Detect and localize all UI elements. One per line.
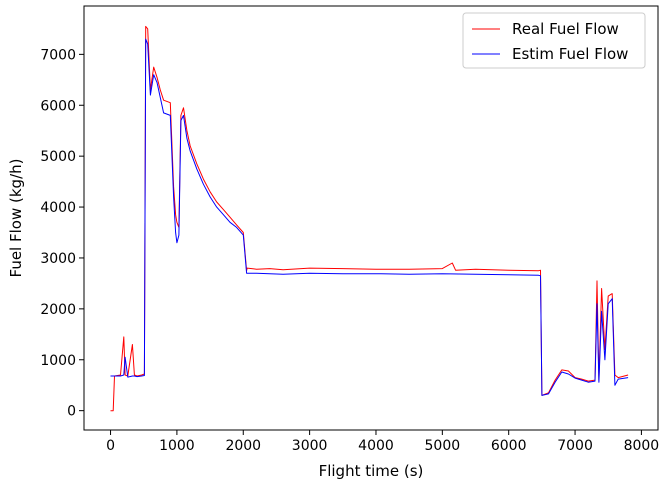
x-axis-ticks: 0 1000 2000 3000 4000 5000 6000 7000 8000	[106, 430, 659, 454]
y-axis-ticks: 0 1000 2000 3000 4000 5000 6000 7000	[40, 47, 84, 420]
x-tick-label: 7000	[557, 438, 593, 454]
y-tick-label: 5000	[40, 149, 76, 165]
y-tick-label: 2000	[40, 302, 76, 318]
x-tick-label: 0	[106, 438, 115, 454]
x-tick-label: 2000	[225, 438, 261, 454]
series-line-real-fuel-flow	[110, 25, 629, 412]
x-tick-label: 6000	[491, 438, 527, 454]
x-tick-label: 3000	[292, 438, 328, 454]
y-tick-label: 3000	[40, 251, 76, 267]
x-tick-label: 4000	[358, 438, 394, 454]
x-tick-label: 5000	[425, 438, 461, 454]
y-tick-label: 0	[67, 404, 76, 420]
legend: Real Fuel Flow Estim Fuel Flow	[462, 12, 646, 69]
series-line-estim-fuel-flow	[110, 38, 629, 396]
y-tick-label: 4000	[40, 200, 76, 216]
y-axis-label: Fuel Flow (kg/h)	[7, 159, 25, 278]
plot-frame	[83, 5, 659, 431]
legend-box	[462, 12, 646, 69]
x-axis-label: Flight time (s)	[319, 462, 424, 480]
y-tick-label: 6000	[40, 98, 76, 114]
y-tick-label: 1000	[40, 353, 76, 369]
y-tick-label: 7000	[40, 47, 76, 63]
x-tick-label: 8000	[624, 438, 660, 454]
plot-area	[110, 25, 629, 412]
legend-label-estim: Estim Fuel Flow	[512, 45, 628, 63]
legend-label-real: Real Fuel Flow	[512, 20, 619, 38]
x-tick-label: 1000	[159, 438, 195, 454]
